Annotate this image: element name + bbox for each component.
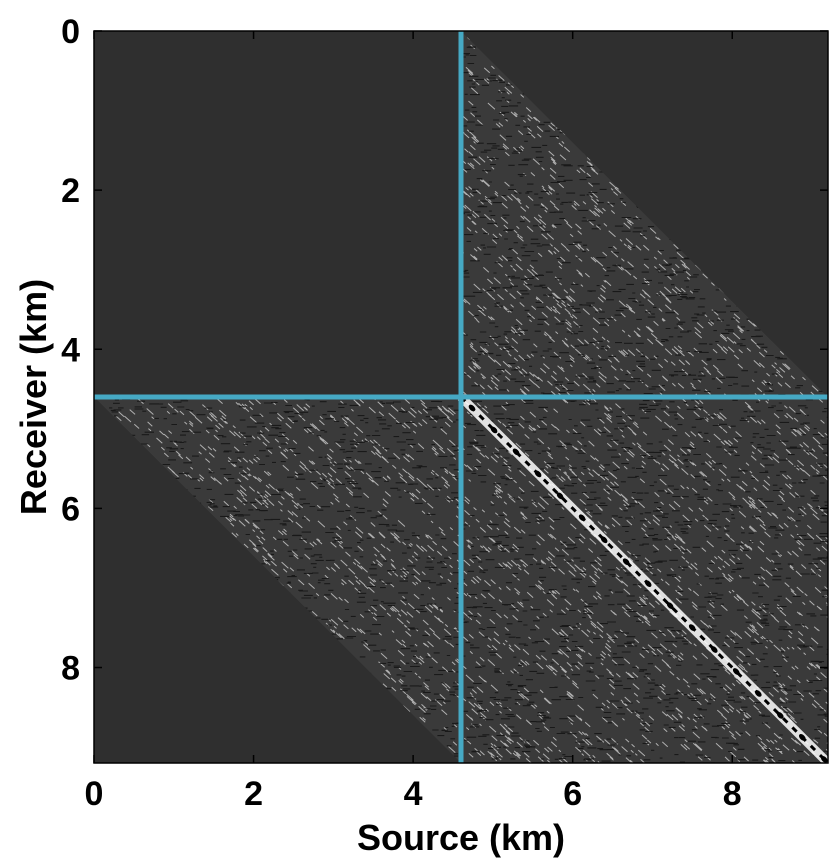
x-axis-label: Source (km) [357,817,565,858]
y-tick-label: 8 [61,650,80,688]
y-tick-label: 4 [61,331,80,369]
x-tick-label: 4 [404,775,423,813]
x-axis-ticks: 0 2 4 6 8 [85,31,742,813]
y-axis-label: Receiver (km) [13,279,54,515]
x-tick-label: 2 [244,775,263,813]
plot-frame [93,30,829,764]
x-tick-label: 6 [563,775,582,813]
y-tick-label: 0 [61,13,80,51]
x-tick-label: 8 [723,775,742,813]
y-axis-ticks: 0 2 4 6 8 [61,13,828,688]
reference-lines [94,31,828,763]
wavefield-image [94,31,828,763]
y-tick-label: 2 [61,172,80,210]
x-tick-label: 0 [85,775,104,813]
y-tick-label: 6 [61,490,80,528]
diagonal-events [457,393,828,763]
